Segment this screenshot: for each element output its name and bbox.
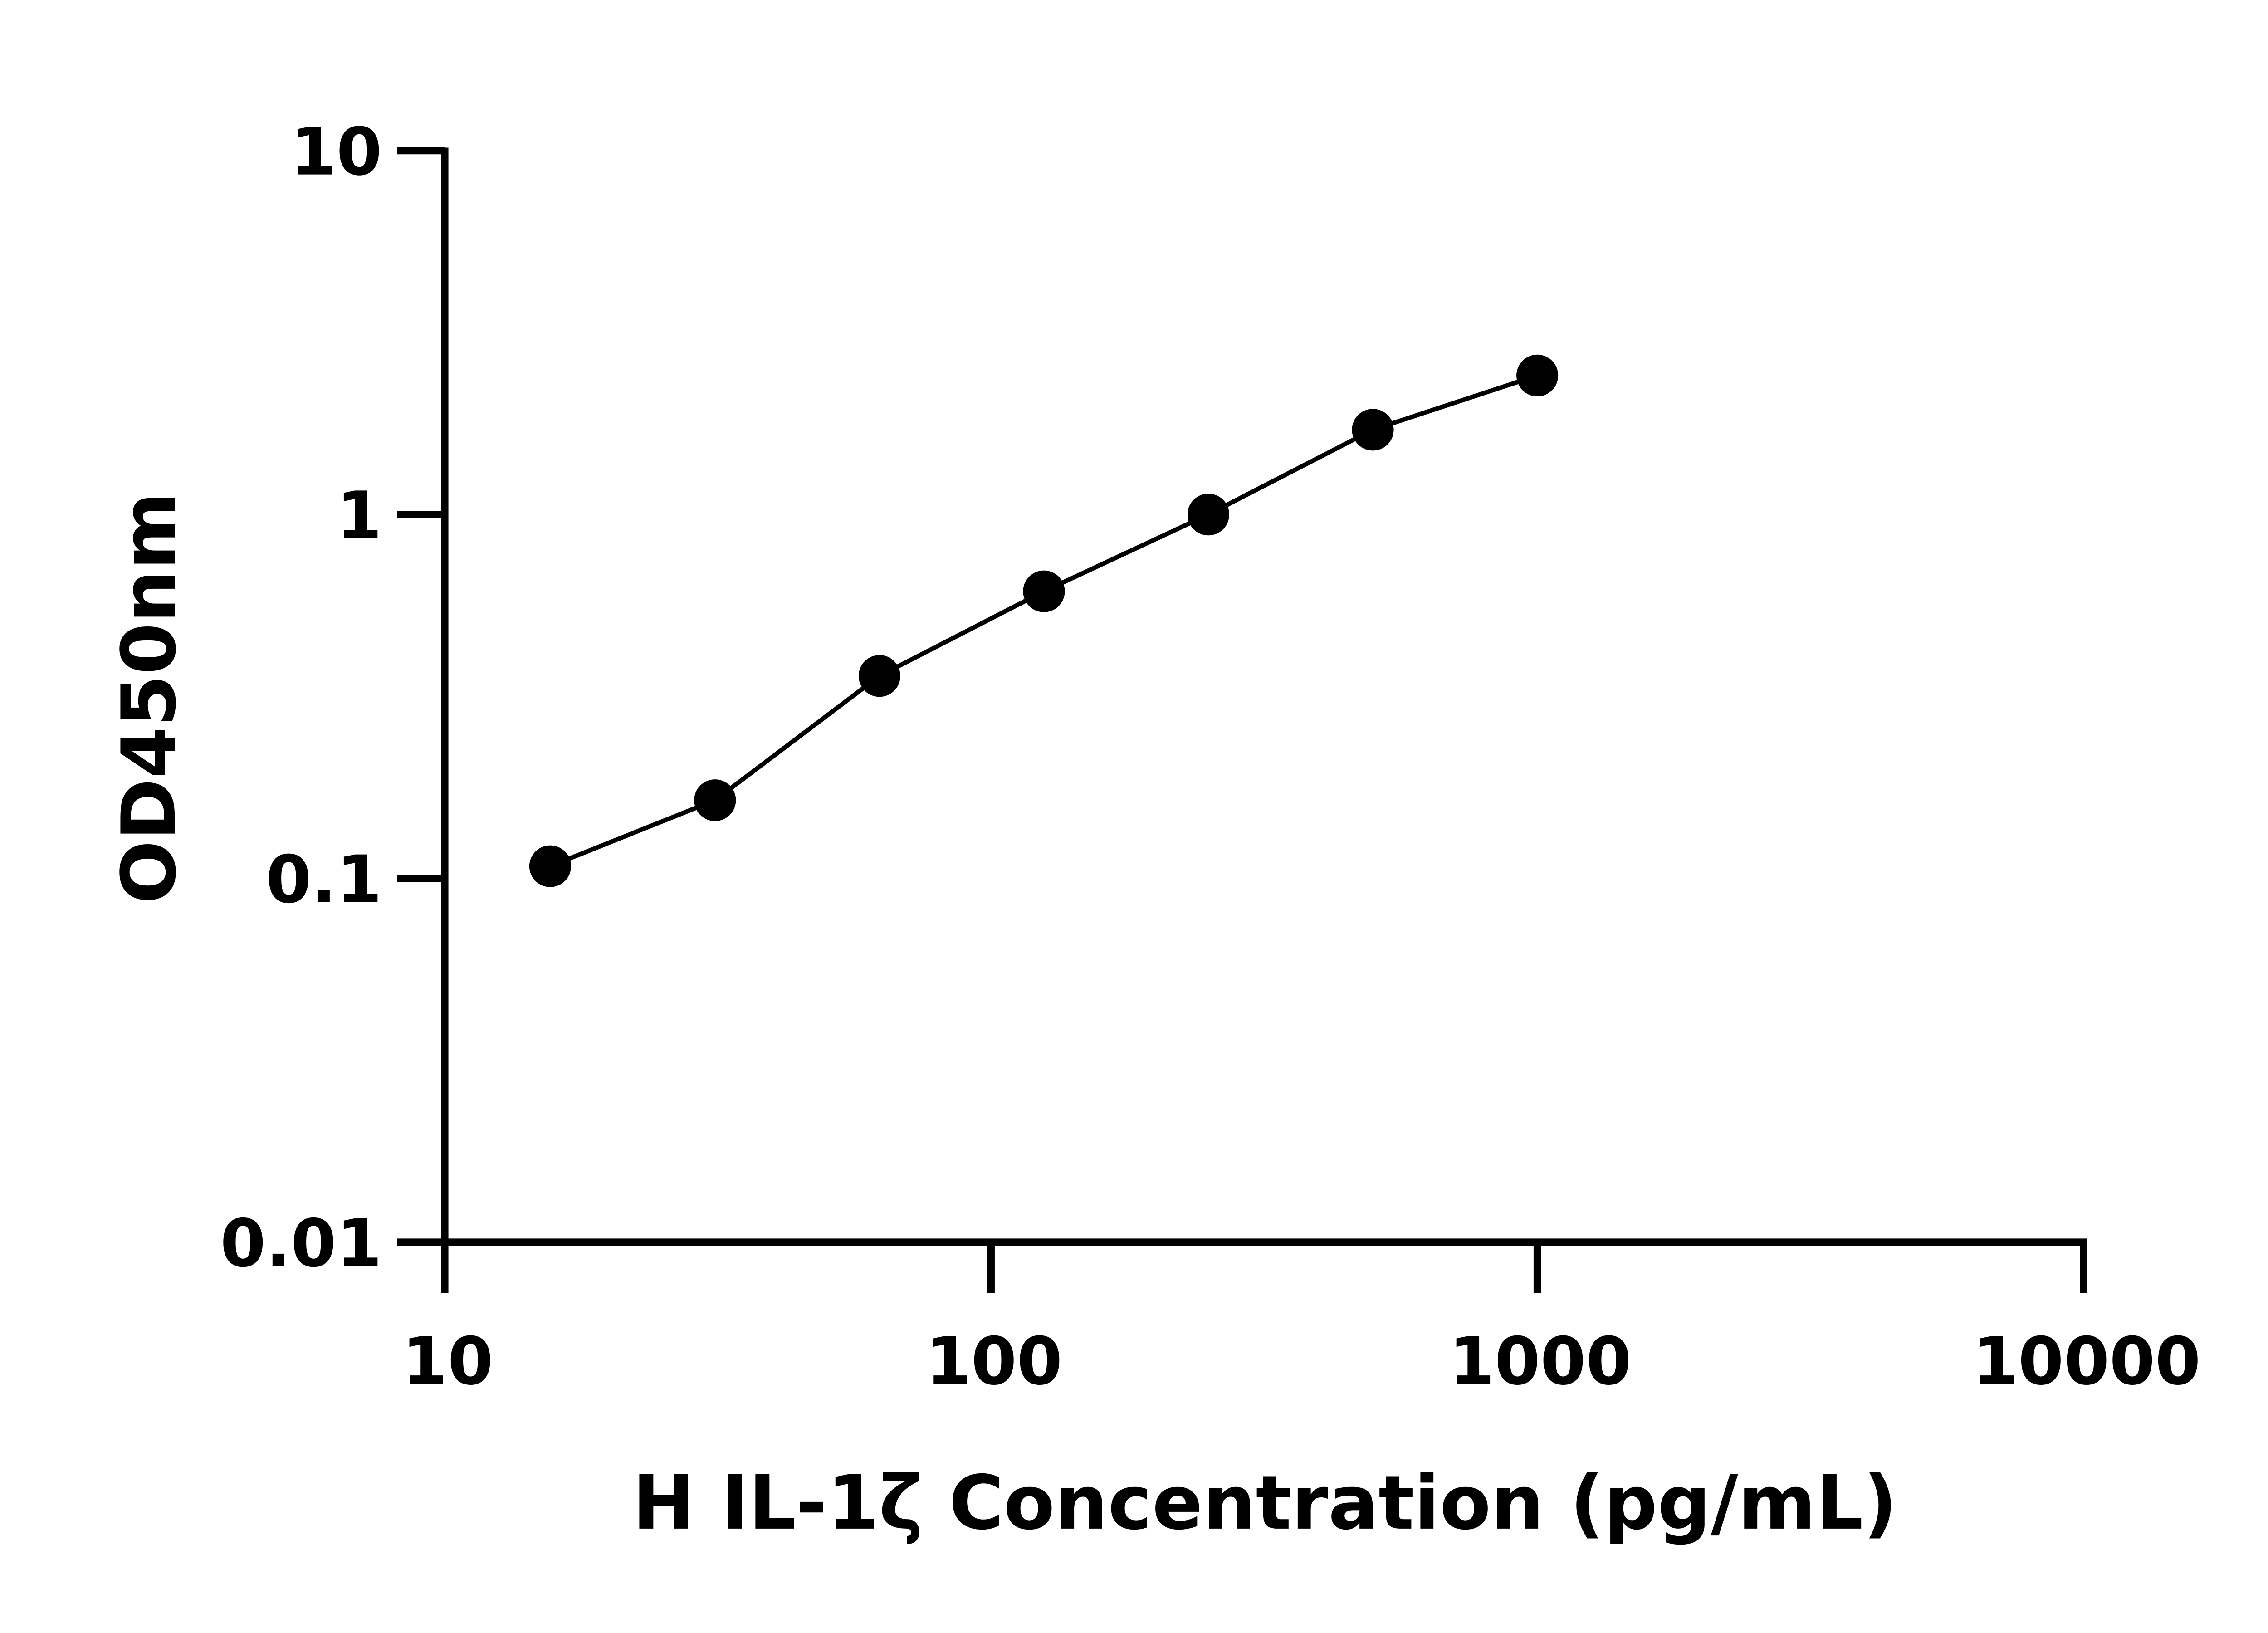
- plot-area: [529, 354, 1559, 887]
- data-point: [1023, 570, 1065, 612]
- y-tick-label: 0.1: [266, 842, 382, 918]
- ticks: 10 100 1000 10000 0.01 0.1 1 10: [220, 114, 2200, 1400]
- y-tick-label: 1: [337, 478, 382, 554]
- data-point: [1352, 409, 1394, 451]
- x-axis-label: H IL-1ζ Concentration (pg/mL): [632, 1459, 1897, 1546]
- x-tick-label: 10000: [1972, 1324, 2200, 1400]
- x-tick-label: 10: [402, 1324, 493, 1400]
- data-point: [529, 845, 571, 887]
- y-tick-label: 0.01: [220, 1206, 382, 1282]
- x-tick-label: 1000: [1449, 1324, 1632, 1400]
- data-point: [694, 779, 736, 821]
- data-point: [1187, 494, 1230, 536]
- y-axis-label: OD450nm: [105, 492, 192, 904]
- y-tick-label: 10: [291, 114, 382, 191]
- data-point: [858, 655, 900, 697]
- axes: [441, 147, 2087, 1246]
- data-point: [1516, 354, 1559, 396]
- x-tick-label: 100: [925, 1324, 1062, 1400]
